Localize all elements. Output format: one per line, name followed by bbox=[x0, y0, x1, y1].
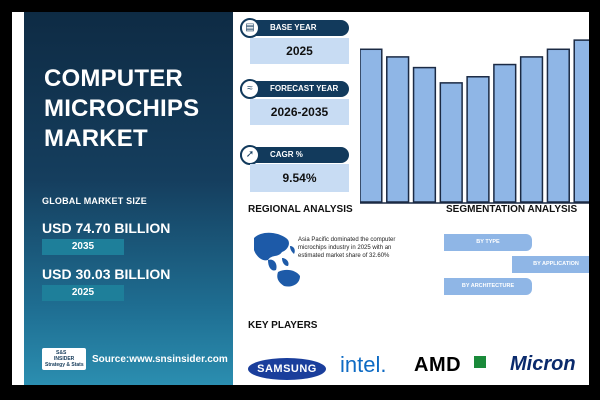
left-panel: COMPUTER MICROCHIPS MARKET GLOBAL MARKET… bbox=[24, 12, 233, 385]
key-players-title: KEY PLAYERS bbox=[248, 320, 318, 331]
logo-text: S&S bbox=[56, 350, 67, 356]
title-line: COMPUTER bbox=[44, 65, 183, 92]
year-2025-badge: 2025 bbox=[42, 285, 124, 301]
logo-text: INSIDER bbox=[54, 356, 75, 362]
source-link[interactable]: Source:www.snsinsider.com bbox=[92, 354, 228, 365]
regional-description: Asia Pacific dominated the computer micr… bbox=[298, 237, 396, 259]
year-2035-badge: 2035 bbox=[42, 239, 124, 255]
growth-badge-icon: ➚ bbox=[240, 145, 260, 165]
value-2025: USD 30.03 BILLION bbox=[42, 266, 171, 282]
amd-logo: AMD bbox=[414, 354, 462, 376]
title-line: MARKET bbox=[44, 125, 148, 152]
segment-by-architecture: BY ARCHITECTURE bbox=[444, 278, 532, 295]
base-year-value: 2025 bbox=[250, 38, 349, 64]
asia-pacific-map-icon bbox=[254, 232, 300, 287]
forecast-year-header: FORECAST YEAR bbox=[240, 81, 349, 97]
market-title: COMPUTER MICROCHIPS MARKET bbox=[44, 64, 199, 154]
document-chart-icon: ▤ bbox=[240, 18, 260, 38]
chart-bar bbox=[412, 66, 437, 203]
cagr-header: CAGR % bbox=[240, 147, 349, 163]
segment-by-application: BY APPLICATION bbox=[512, 256, 589, 273]
chart-bar bbox=[519, 56, 544, 203]
line-chart-icon: ≈ bbox=[240, 79, 260, 99]
value-2035: USD 74.70 BILLION bbox=[42, 220, 171, 236]
micron-logo: Micron bbox=[510, 353, 576, 375]
intel-logo: intel. bbox=[340, 352, 387, 377]
chart-bar bbox=[439, 82, 463, 203]
amd-arrow-icon bbox=[474, 356, 486, 368]
market-growth-bar-chart bbox=[360, 39, 589, 204]
segmentation-analysis-title: SEGMENTATION ANALYSIS bbox=[446, 204, 578, 215]
chart-bar bbox=[466, 76, 490, 203]
chart-bar bbox=[360, 48, 383, 203]
infographic: COMPUTER MICROCHIPS MARKET GLOBAL MARKET… bbox=[12, 12, 589, 385]
samsung-logo: SAMSUNG bbox=[248, 358, 326, 380]
base-year-header: BASE YEAR bbox=[240, 20, 349, 36]
chart-bar bbox=[493, 63, 517, 203]
chart-bar bbox=[573, 39, 589, 203]
sns-insider-logo: S&S INSIDER Strategy & Stats bbox=[42, 348, 86, 370]
chart-bar bbox=[546, 48, 570, 203]
chart-bar bbox=[386, 56, 410, 203]
global-market-size-label: GLOBAL MARKET SIZE bbox=[42, 196, 147, 206]
segment-by-type: BY TYPE bbox=[444, 234, 532, 251]
title-line: MICROCHIPS bbox=[44, 95, 200, 122]
logo-text: Strategy & Stats bbox=[45, 362, 84, 368]
cagr-value: 9.54% bbox=[250, 164, 349, 192]
forecast-year-value: 2026-2035 bbox=[250, 99, 349, 125]
regional-analysis-title: REGIONAL ANALYSIS bbox=[248, 204, 353, 215]
